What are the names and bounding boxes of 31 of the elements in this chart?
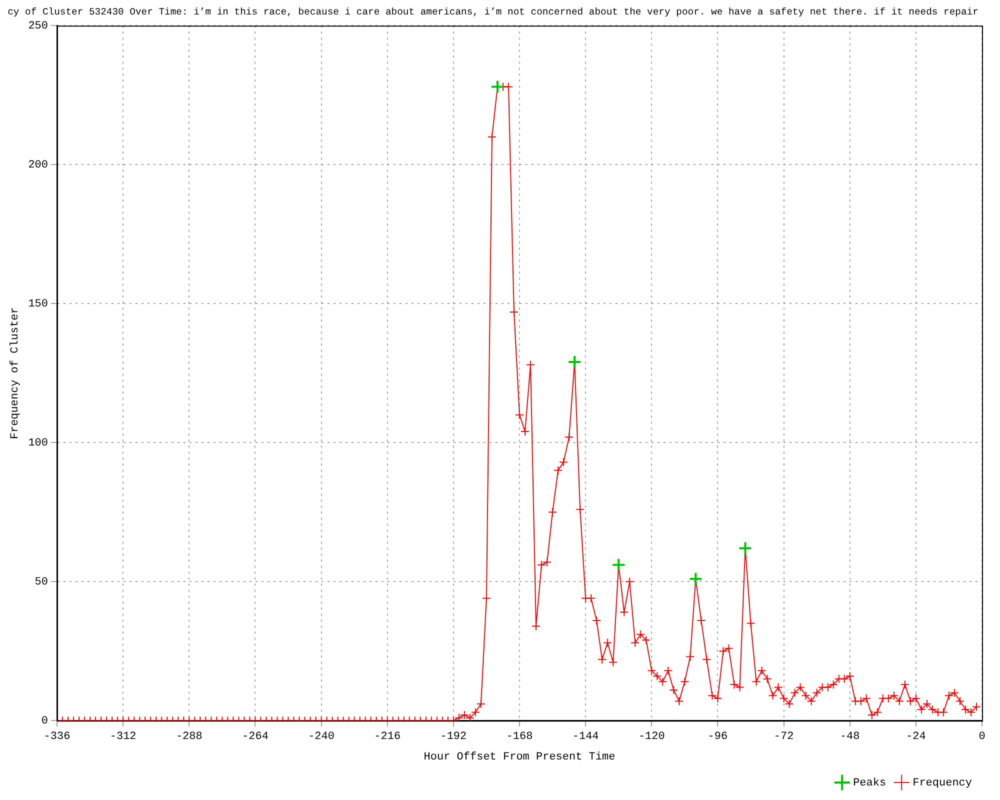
y-tick-label: 0 (41, 716, 48, 728)
x-tick-label: 0 (978, 731, 986, 744)
x-tick-label: -48 (840, 731, 860, 744)
x-tick-label: -216 (374, 731, 401, 744)
y-tick-label: 100 (28, 438, 48, 450)
x-tick-label: -192 (440, 731, 467, 744)
legend-label: Peaks (853, 777, 886, 790)
x-tick-label: -312 (110, 731, 136, 744)
x-tick-label: -24 (906, 731, 926, 744)
y-tick-label: 150 (28, 298, 48, 311)
x-tick-label: -96 (708, 731, 728, 744)
x-tick-label: -264 (242, 731, 269, 744)
point (612, 558, 626, 572)
point (738, 541, 752, 556)
point (490, 80, 504, 94)
x-tick-label: -120 (638, 731, 665, 744)
point (688, 572, 703, 586)
point (568, 355, 582, 369)
y-tick-label: 250 (28, 20, 48, 33)
x-tick-label: -336 (44, 731, 70, 744)
x-axis-title: Hour Offset From Present Time (424, 751, 616, 764)
chart-title: cy of Cluster 532430 Over Time: i’m in this race, because i care about americans, i’m not concerned about the very poor. we have a safety net there. if it needs repair (8, 6, 978, 18)
y-axis-title: Frequency of Cluster (10, 307, 22, 440)
y-tick-label: 200 (28, 160, 48, 172)
x-tick-label: -72 (774, 731, 794, 744)
x-tick-label: -144 (572, 731, 600, 744)
x-tick-label: -168 (506, 731, 533, 744)
x-tick-label: -288 (176, 731, 202, 744)
x-tick-label: -240 (308, 731, 334, 744)
legend-label: Frequency (912, 777, 972, 790)
y-tick-label: 50 (34, 576, 48, 589)
